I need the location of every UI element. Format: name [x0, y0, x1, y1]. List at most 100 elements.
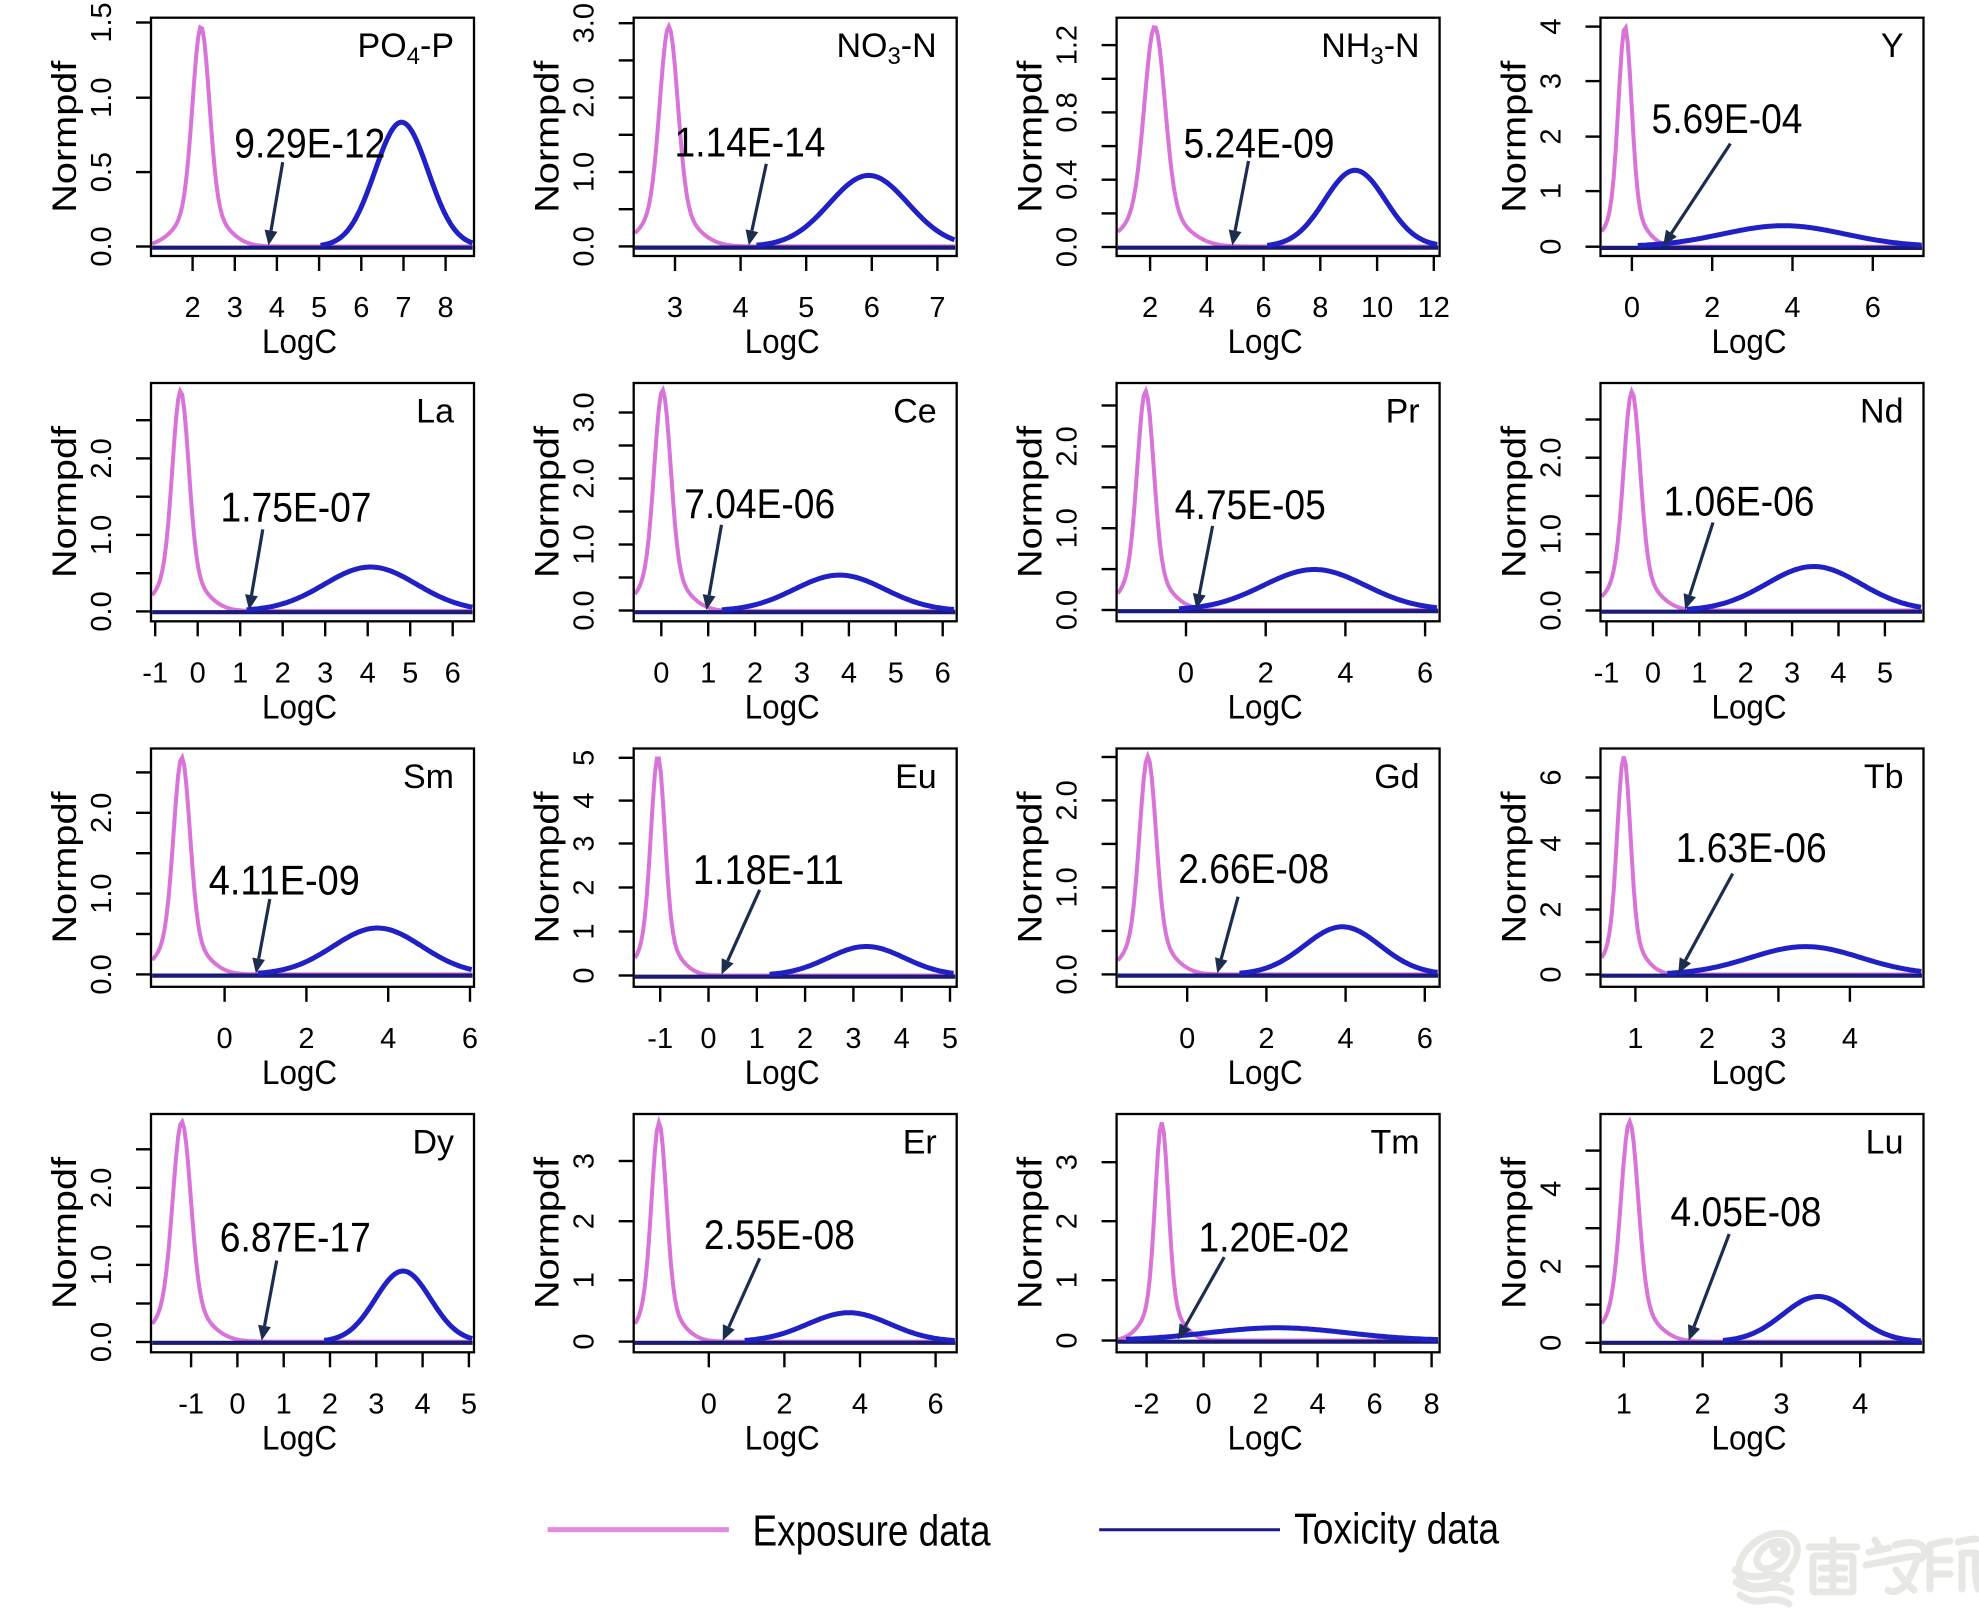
- svg-text:2.55E-08: 2.55E-08: [704, 1211, 855, 1258]
- svg-text:0: 0: [1645, 657, 1661, 689]
- svg-text:Tm: Tm: [1371, 1124, 1420, 1162]
- svg-text:4: 4: [1338, 1023, 1354, 1055]
- svg-text:5.24E-09: 5.24E-09: [1184, 120, 1335, 167]
- svg-text:6: 6: [928, 1388, 944, 1420]
- svg-text:3: 3: [1784, 657, 1800, 689]
- svg-text:0: 0: [653, 657, 669, 689]
- svg-text:Er: Er: [903, 1124, 937, 1162]
- svg-text:Normpdf: Normpdf: [1012, 1156, 1050, 1309]
- svg-text:3: 3: [1536, 73, 1568, 89]
- svg-text:0: 0: [1624, 292, 1640, 324]
- svg-text:4: 4: [1830, 657, 1846, 689]
- svg-text:2: 2: [797, 1023, 813, 1055]
- svg-text:2: 2: [1536, 901, 1568, 917]
- svg-text:1: 1: [1616, 1388, 1632, 1420]
- svg-text:6: 6: [935, 657, 951, 689]
- svg-text:LogC: LogC: [1228, 1054, 1303, 1092]
- svg-text:-1: -1: [142, 657, 168, 689]
- svg-text:2: 2: [1738, 657, 1754, 689]
- svg-text:6: 6: [1417, 657, 1433, 689]
- svg-text:3: 3: [1052, 1154, 1084, 1170]
- svg-text:5: 5: [798, 292, 814, 324]
- svg-text:1: 1: [232, 657, 248, 689]
- svg-text:2: 2: [1536, 1258, 1568, 1274]
- svg-text:2: 2: [1052, 1213, 1084, 1229]
- svg-text:5: 5: [311, 292, 327, 324]
- svg-text:7: 7: [395, 292, 411, 324]
- svg-text:LogC: LogC: [262, 1054, 337, 1092]
- svg-text:2.0: 2.0: [86, 793, 118, 833]
- svg-text:2: 2: [298, 1023, 314, 1055]
- svg-text:3: 3: [845, 1023, 861, 1055]
- svg-text:1.0: 1.0: [569, 524, 601, 564]
- svg-text:3: 3: [569, 835, 601, 851]
- svg-text:1: 1: [1052, 1272, 1084, 1288]
- svg-text:0.5: 0.5: [86, 152, 118, 192]
- svg-text:0: 0: [569, 967, 601, 983]
- svg-text:1.0: 1.0: [86, 873, 118, 913]
- svg-text:2.0: 2.0: [569, 77, 601, 117]
- svg-text:0.0: 0.0: [86, 226, 118, 266]
- svg-text:2: 2: [569, 879, 601, 895]
- svg-text:1.06E-06: 1.06E-06: [1664, 478, 1815, 525]
- svg-text:-1: -1: [1594, 657, 1620, 689]
- svg-text:0: 0: [1179, 1023, 1195, 1055]
- svg-text:0: 0: [1536, 966, 1568, 982]
- svg-text:LogC: LogC: [1228, 1419, 1303, 1457]
- svg-text:3: 3: [569, 1153, 601, 1169]
- svg-text:4: 4: [852, 1388, 868, 1420]
- svg-text:4: 4: [1310, 1388, 1326, 1420]
- svg-text:8: 8: [438, 292, 454, 324]
- svg-text:Exposure data: Exposure data: [753, 1507, 991, 1556]
- svg-text:2: 2: [322, 1388, 338, 1420]
- svg-text:1.0: 1.0: [86, 78, 118, 118]
- svg-text:1.2: 1.2: [1052, 25, 1084, 65]
- svg-text:4: 4: [1842, 1023, 1858, 1055]
- svg-text:5: 5: [402, 657, 418, 689]
- svg-text:LogC: LogC: [262, 323, 337, 361]
- svg-text:2: 2: [1699, 1023, 1715, 1055]
- svg-text:1.20E-02: 1.20E-02: [1199, 1213, 1350, 1260]
- svg-text:1.0: 1.0: [86, 1245, 118, 1285]
- svg-text:2: 2: [1704, 292, 1720, 324]
- svg-text:5: 5: [1877, 657, 1893, 689]
- svg-text:Nd: Nd: [1860, 393, 1903, 431]
- svg-text:Normpdf: Normpdf: [529, 791, 567, 944]
- svg-text:2: 2: [1258, 1023, 1274, 1055]
- svg-text:-1: -1: [647, 1023, 673, 1055]
- svg-text:8: 8: [1312, 292, 1328, 324]
- svg-text:2: 2: [569, 1213, 601, 1229]
- svg-text:Sm: Sm: [403, 758, 454, 796]
- svg-text:Normpdf: Normpdf: [46, 425, 84, 578]
- svg-text:LogC: LogC: [745, 1419, 820, 1457]
- svg-text:1.14E-14: 1.14E-14: [675, 118, 826, 165]
- svg-text:0.0: 0.0: [86, 954, 118, 994]
- svg-text:Normpdf: Normpdf: [46, 1156, 84, 1309]
- svg-text:1.18E-11: 1.18E-11: [693, 846, 844, 893]
- svg-text:4.05E-08: 4.05E-08: [1671, 1188, 1822, 1235]
- svg-text:1.0: 1.0: [1052, 867, 1084, 907]
- svg-text:0: 0: [700, 1023, 716, 1055]
- svg-text:3: 3: [794, 657, 810, 689]
- svg-text:7.04E-06: 7.04E-06: [684, 480, 835, 527]
- svg-text:LogC: LogC: [1228, 688, 1303, 726]
- svg-text:2.0: 2.0: [1536, 438, 1568, 478]
- svg-text:6: 6: [462, 1023, 478, 1055]
- svg-text:0: 0: [1536, 239, 1568, 255]
- svg-text:4: 4: [1199, 292, 1215, 324]
- svg-text:1: 1: [1691, 657, 1707, 689]
- svg-text:3: 3: [368, 1388, 384, 1420]
- svg-text:6: 6: [1256, 292, 1272, 324]
- svg-text:2.0: 2.0: [86, 438, 118, 478]
- svg-text:Y: Y: [1881, 27, 1904, 65]
- svg-text:0: 0: [1196, 1388, 1212, 1420]
- svg-text:-1: -1: [178, 1388, 204, 1420]
- svg-text:5: 5: [461, 1388, 477, 1420]
- svg-text:4: 4: [894, 1023, 910, 1055]
- svg-text:6: 6: [1536, 769, 1568, 785]
- svg-text:0: 0: [190, 657, 206, 689]
- svg-text:4: 4: [1852, 1388, 1868, 1420]
- svg-text:LogC: LogC: [1712, 323, 1787, 361]
- svg-text:7: 7: [929, 292, 945, 324]
- svg-text:0: 0: [1178, 657, 1194, 689]
